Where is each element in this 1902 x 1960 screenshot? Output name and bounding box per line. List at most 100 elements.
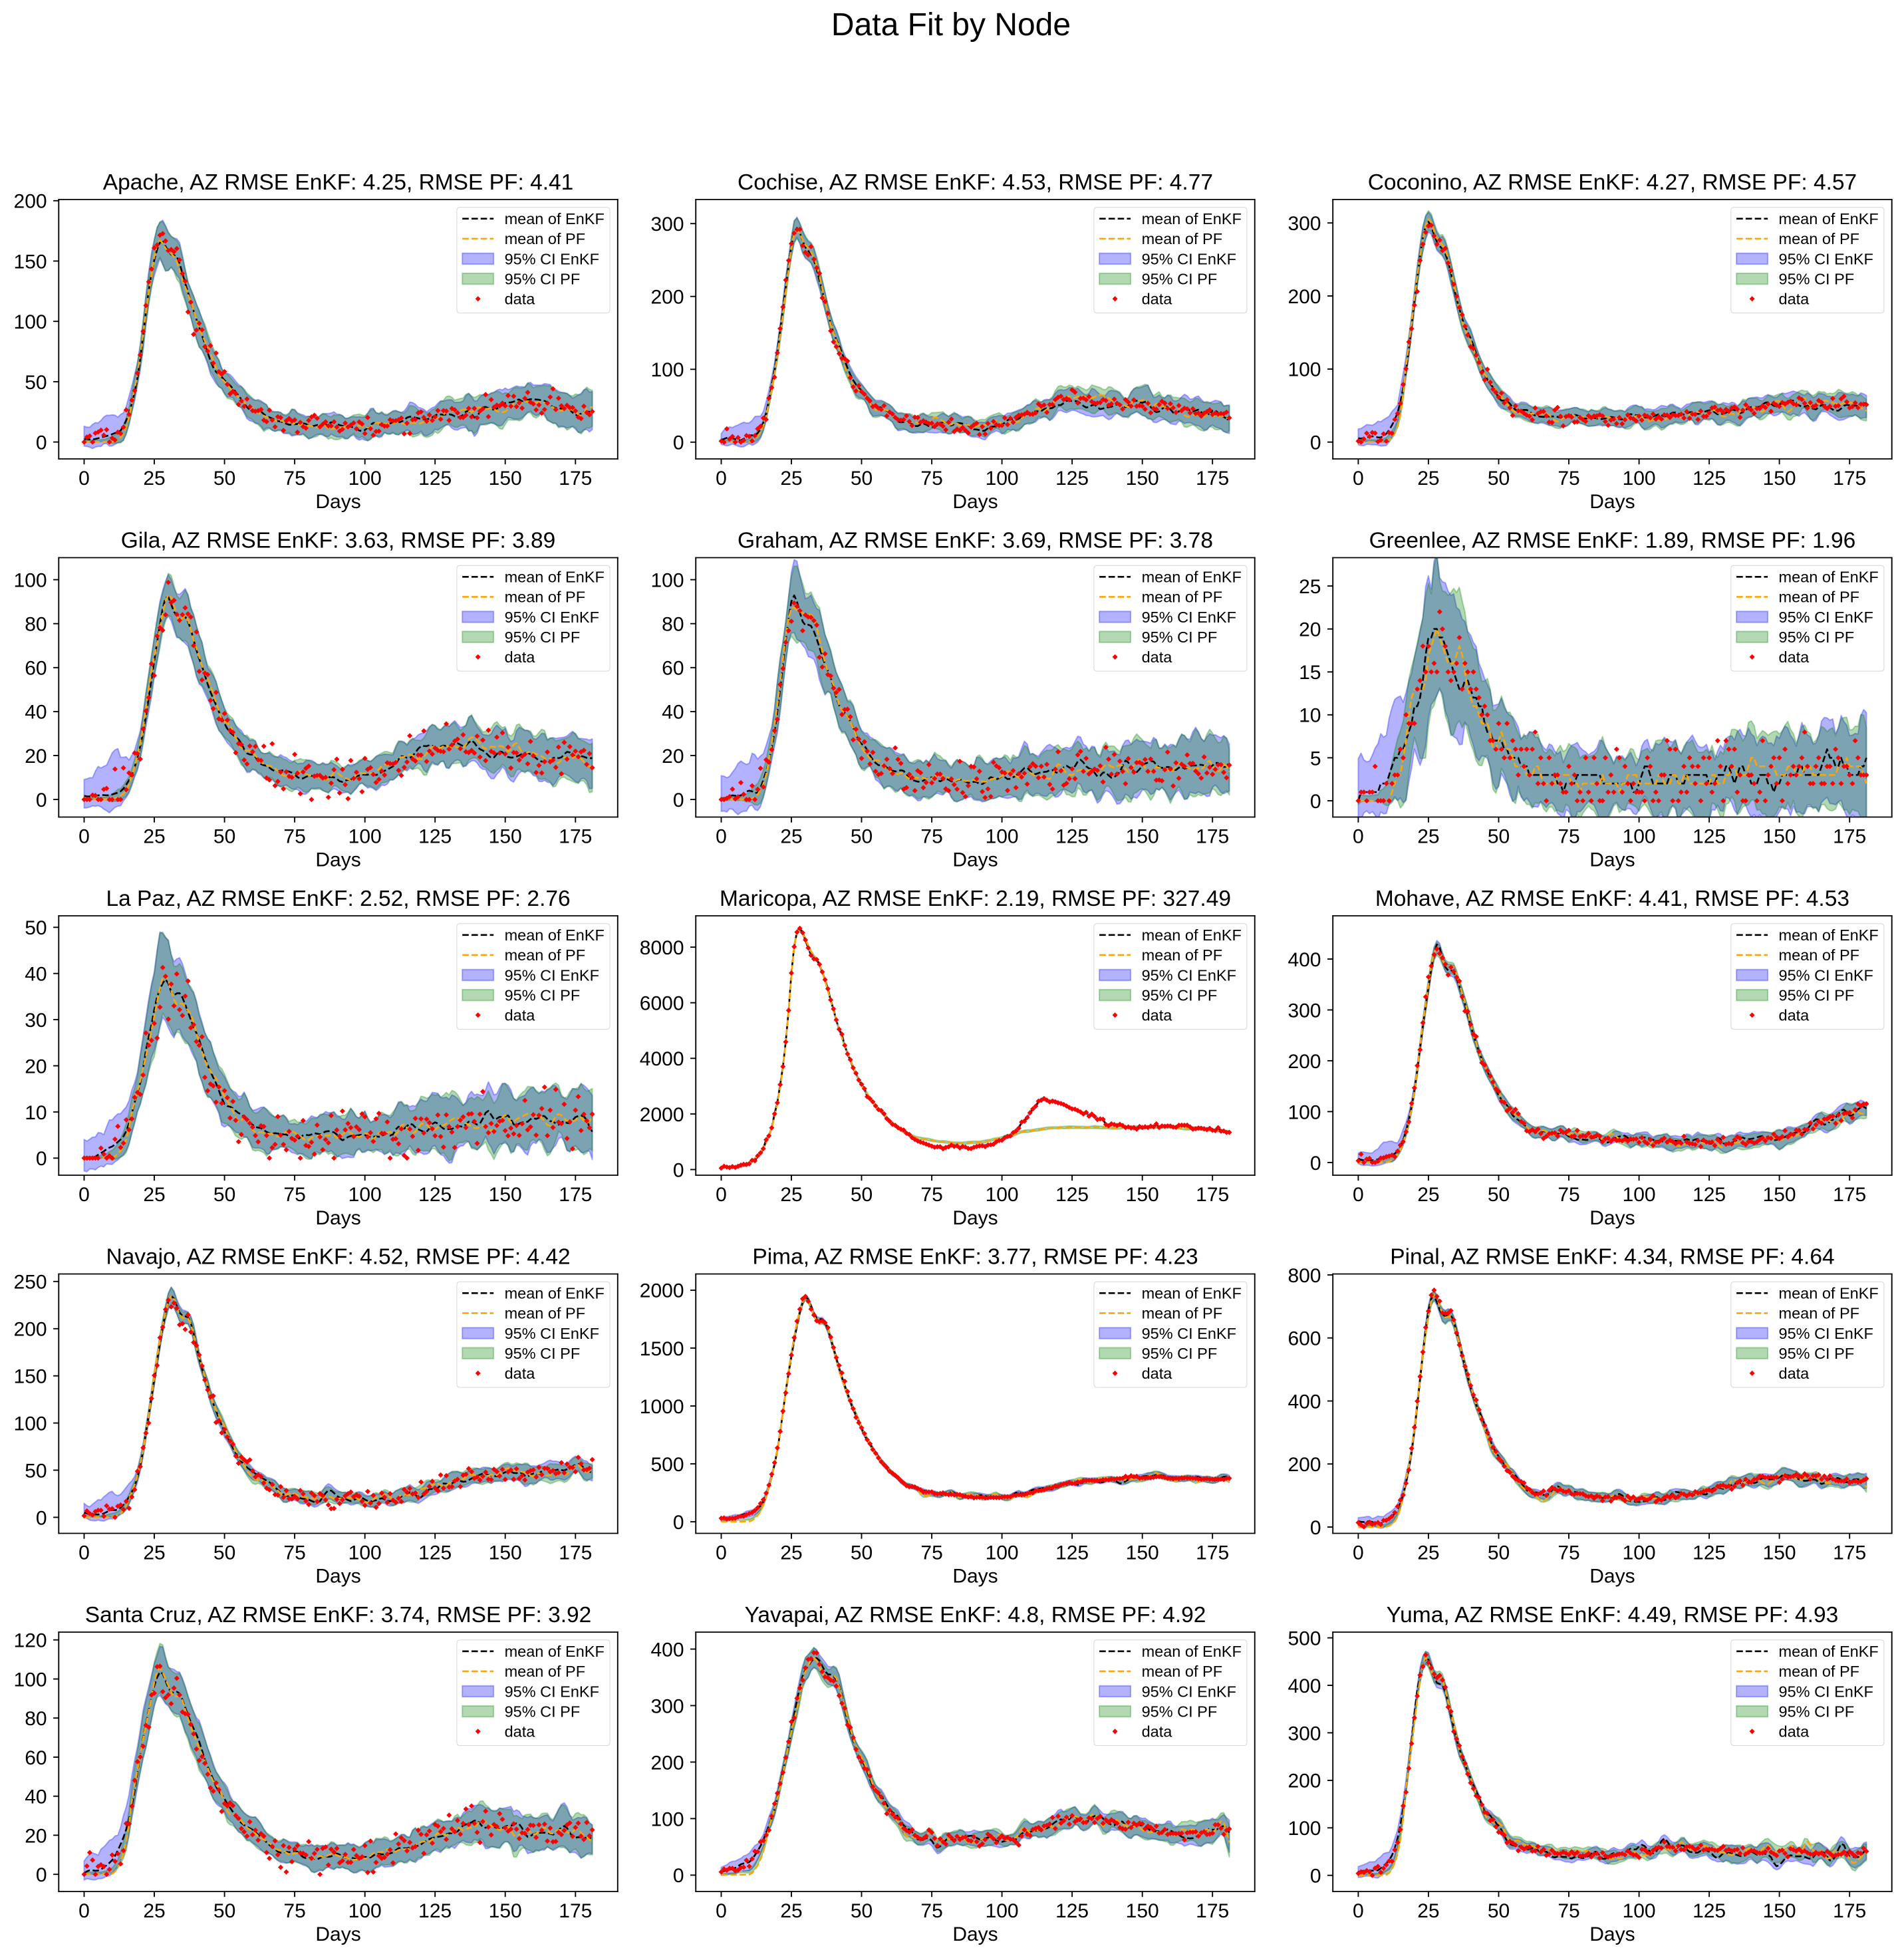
svg-text:150: 150: [1126, 468, 1159, 490]
svg-text:60: 60: [25, 1747, 47, 1769]
svg-text:0: 0: [673, 432, 684, 454]
svg-text:mean of EnKF: mean of EnKF: [1779, 1643, 1879, 1660]
svg-text:95% CI EnKF: 95% CI EnKF: [505, 609, 599, 626]
svg-text:100: 100: [986, 1184, 1019, 1206]
svg-text:Days: Days: [952, 849, 998, 871]
svg-text:125: 125: [1055, 1900, 1089, 1922]
svg-text:175: 175: [1833, 1184, 1866, 1206]
svg-text:50: 50: [1488, 825, 1510, 847]
svg-text:0: 0: [36, 789, 47, 811]
svg-text:0: 0: [78, 1184, 90, 1206]
svg-text:125: 125: [1055, 1184, 1089, 1206]
svg-text:75: 75: [920, 1900, 942, 1922]
svg-text:15: 15: [1299, 662, 1321, 684]
svg-text:600: 600: [1288, 1328, 1321, 1350]
svg-text:data: data: [1142, 648, 1173, 666]
svg-text:100: 100: [348, 1542, 382, 1564]
svg-text:100: 100: [14, 311, 47, 333]
svg-text:100: 100: [14, 569, 47, 591]
svg-text:100: 100: [986, 825, 1019, 847]
svg-text:Santa Cruz, AZ RMSE EnKF: 3.74: Santa Cruz, AZ RMSE EnKF: 3.74, RMSE PF:…: [85, 1603, 592, 1627]
svg-text:95% CI PF: 95% CI PF: [1142, 1345, 1218, 1362]
svg-text:400: 400: [1288, 1391, 1321, 1413]
svg-text:5: 5: [1310, 748, 1321, 770]
svg-text:95% CI EnKF: 95% CI EnKF: [505, 966, 599, 984]
svg-text:125: 125: [1055, 1542, 1089, 1564]
svg-text:0: 0: [1353, 825, 1364, 847]
svg-text:95% CI EnKF: 95% CI EnKF: [1779, 1325, 1873, 1342]
svg-text:95% CI EnKF: 95% CI EnKF: [1779, 1683, 1873, 1700]
svg-text:60: 60: [662, 658, 684, 680]
svg-text:125: 125: [1693, 468, 1726, 490]
svg-text:Days: Days: [952, 1565, 998, 1587]
svg-text:50: 50: [851, 468, 873, 490]
svg-text:300: 300: [650, 1695, 684, 1717]
svg-text:mean of EnKF: mean of EnKF: [1779, 210, 1879, 227]
svg-text:Graham, AZ RMSE EnKF: 3.69, RM: Graham, AZ RMSE EnKF: 3.69, RMSE PF: 3.7…: [738, 529, 1213, 553]
svg-text:0: 0: [36, 1507, 47, 1529]
svg-text:95% CI EnKF: 95% CI EnKF: [1779, 966, 1873, 984]
svg-text:0: 0: [78, 468, 90, 490]
svg-text:75: 75: [1558, 1542, 1579, 1564]
svg-text:8000: 8000: [640, 937, 684, 959]
svg-text:100: 100: [650, 1808, 684, 1830]
svg-text:25: 25: [1417, 1184, 1439, 1206]
svg-text:50: 50: [851, 1184, 873, 1206]
svg-text:100: 100: [348, 468, 382, 490]
svg-text:95% CI PF: 95% CI PF: [1779, 1703, 1855, 1720]
svg-text:25: 25: [1299, 576, 1321, 598]
svg-text:95% CI PF: 95% CI PF: [1779, 1345, 1855, 1362]
svg-text:100: 100: [1623, 468, 1656, 490]
svg-text:Gila, AZ RMSE EnKF: 3.63, RMSE: Gila, AZ RMSE EnKF: 3.63, RMSE PF: 3.89: [121, 529, 555, 553]
svg-text:Days: Days: [1589, 1923, 1635, 1945]
svg-text:mean of EnKF: mean of EnKF: [1779, 926, 1879, 944]
svg-text:0: 0: [1353, 1900, 1364, 1922]
svg-text:mean of EnKF: mean of EnKF: [1142, 1285, 1242, 1302]
svg-text:95% CI PF: 95% CI PF: [1779, 629, 1855, 646]
svg-text:50: 50: [213, 1184, 235, 1206]
svg-text:data: data: [505, 648, 536, 666]
svg-text:175: 175: [559, 1184, 592, 1206]
svg-text:mean of PF: mean of PF: [505, 589, 585, 606]
svg-text:175: 175: [559, 1542, 592, 1564]
svg-text:0: 0: [716, 468, 727, 490]
svg-text:mean of PF: mean of PF: [1779, 589, 1859, 606]
svg-text:data: data: [1779, 648, 1810, 666]
svg-text:mean of EnKF: mean of EnKF: [505, 1643, 605, 1660]
svg-text:150: 150: [1126, 1542, 1159, 1564]
svg-text:data: data: [1142, 291, 1173, 308]
svg-text:300: 300: [1288, 1000, 1321, 1022]
svg-text:Pima, AZ RMSE EnKF: 3.77, RMSE: Pima, AZ RMSE EnKF: 3.77, RMSE PF: 4.23: [752, 1245, 1198, 1270]
svg-text:800: 800: [1288, 1265, 1321, 1287]
svg-text:0: 0: [1353, 1184, 1364, 1206]
svg-text:125: 125: [418, 1184, 452, 1206]
svg-text:Days: Days: [952, 1923, 998, 1945]
svg-text:50: 50: [1488, 1542, 1510, 1564]
svg-text:25: 25: [1417, 468, 1439, 490]
svg-text:150: 150: [1126, 1900, 1159, 1922]
svg-text:50: 50: [851, 825, 873, 847]
svg-text:2000: 2000: [640, 1104, 684, 1126]
svg-text:0: 0: [716, 825, 727, 847]
svg-text:50: 50: [1488, 468, 1510, 490]
svg-text:200: 200: [650, 287, 684, 309]
svg-text:Data Fit by Node: Data Fit by Node: [831, 7, 1071, 43]
svg-text:25: 25: [780, 825, 802, 847]
svg-text:95% CI PF: 95% CI PF: [1779, 986, 1855, 1004]
svg-text:150: 150: [1763, 1900, 1796, 1922]
svg-text:125: 125: [1693, 1542, 1726, 1564]
svg-text:Apache, AZ RMSE EnKF: 4.25, RM: Apache, AZ RMSE EnKF: 4.25, RMSE PF: 4.4…: [103, 170, 574, 195]
svg-text:100: 100: [1623, 1900, 1656, 1922]
svg-text:150: 150: [1126, 1184, 1159, 1206]
svg-text:25: 25: [780, 1542, 802, 1564]
svg-text:200: 200: [650, 1752, 684, 1774]
svg-text:Yuma, AZ RMSE EnKF: 4.49, RMSE: Yuma, AZ RMSE EnKF: 4.49, RMSE PF: 4.93: [1387, 1603, 1839, 1627]
svg-text:50: 50: [213, 468, 235, 490]
svg-text:Greenlee, AZ RMSE EnKF: 1.89,: Greenlee, AZ RMSE EnKF: 1.89, RMSE PF: 1…: [1369, 529, 1856, 553]
svg-text:150: 150: [1763, 1184, 1796, 1206]
svg-text:0: 0: [673, 789, 684, 811]
svg-text:50: 50: [25, 917, 47, 939]
svg-text:100: 100: [986, 468, 1019, 490]
svg-text:data: data: [1779, 1365, 1810, 1382]
svg-text:0: 0: [1353, 1542, 1364, 1564]
